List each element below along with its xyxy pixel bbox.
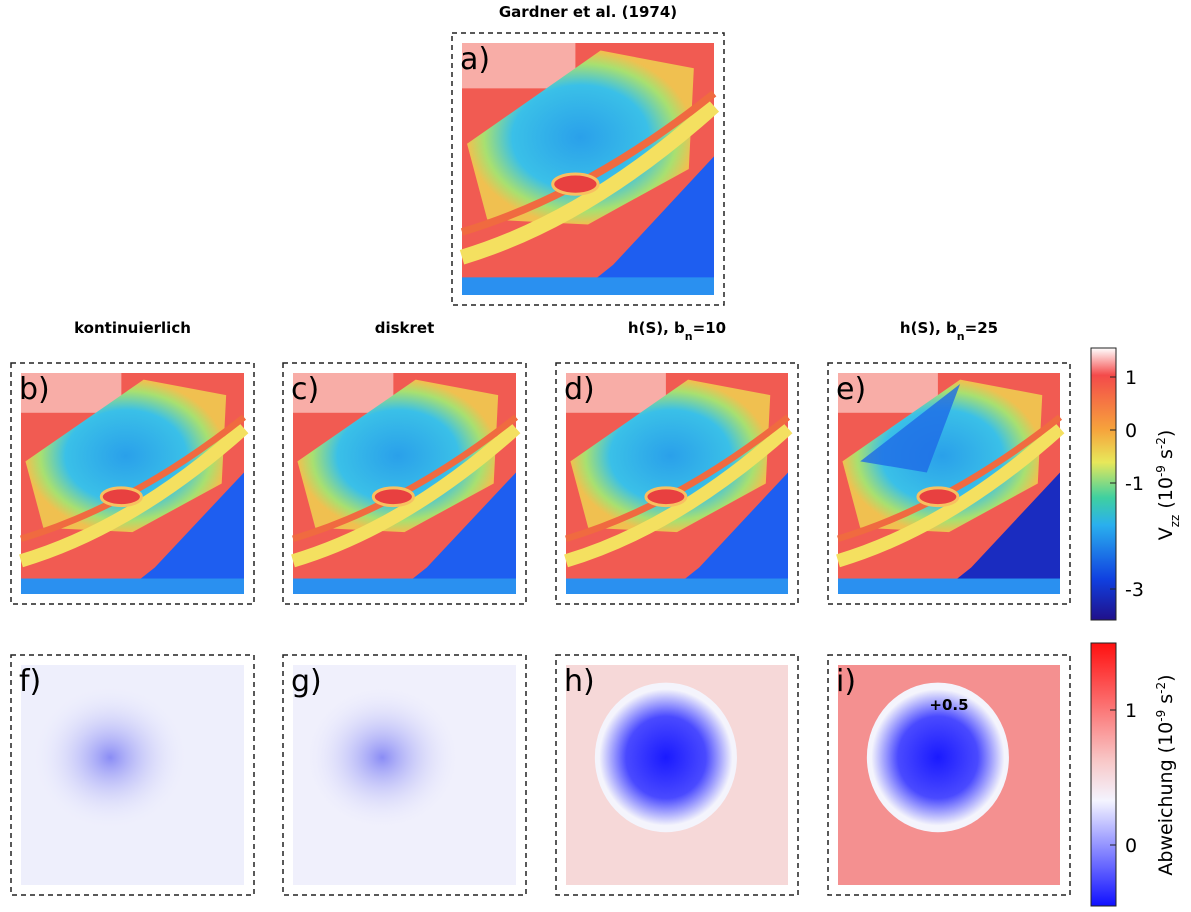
map-anomaly	[644, 486, 688, 508]
panel-letter: b)	[19, 372, 50, 407]
colorbar-tick-label: 0	[1125, 835, 1137, 857]
colorbar-tick-label: 1	[1125, 367, 1137, 389]
colorbar-label: Abweichung (10-9 s-2)	[1154, 674, 1177, 875]
map-deep	[937, 472, 1060, 594]
map-anomaly	[99, 486, 143, 508]
panel-letter: i)	[836, 664, 856, 699]
map-blob	[304, 684, 461, 831]
map-top	[293, 373, 394, 413]
panel-letter: h)	[564, 664, 595, 699]
map-band	[836, 423, 1065, 568]
map-anomaly	[551, 172, 600, 196]
label-part: -9	[1154, 465, 1168, 477]
map-deep	[575, 156, 714, 295]
map-bottom	[566, 578, 788, 594]
map-band	[19, 423, 249, 568]
map-band	[459, 100, 720, 265]
map-blob	[32, 684, 189, 831]
label-part: Abweichung (10	[1155, 722, 1177, 876]
map-deep	[665, 472, 788, 594]
panel-frame	[10, 362, 255, 605]
panel-letter: d)	[564, 372, 595, 407]
label-part: )	[1155, 430, 1177, 437]
panel-letter: g)	[291, 664, 322, 699]
map-band	[564, 423, 793, 568]
colorbar-tick-label: 1	[1125, 700, 1137, 722]
colorbar-label: Vzz (10-9 s-2)	[1154, 430, 1182, 541]
panel-frame	[555, 362, 799, 605]
panel-letter: e)	[836, 372, 866, 407]
title-part: =10	[693, 319, 726, 337]
title-part: diskret	[375, 319, 435, 337]
panel-letter: a)	[460, 42, 490, 77]
colorbar-tick-label: 0	[1125, 420, 1137, 442]
map-top	[838, 373, 938, 413]
panel-frame	[282, 362, 527, 605]
label-part: V	[1155, 527, 1177, 540]
map-bottom	[293, 578, 516, 594]
title-part: kontinuierlich	[74, 319, 191, 337]
panel-title: h(S), bn=25	[900, 319, 998, 343]
colorbar-deviation	[1090, 642, 1117, 907]
title-part: Gardner et al. (1974)	[499, 3, 677, 21]
panel-title: h(S), bn=10	[628, 319, 726, 343]
title-part: n	[957, 330, 965, 343]
panel-title: diskret	[375, 319, 435, 337]
label-part: s	[1155, 694, 1177, 710]
title-part: h(S), b	[628, 319, 685, 337]
annotation: +0.5	[929, 696, 968, 714]
panel-frame	[827, 654, 1071, 896]
label-part: -2	[1154, 437, 1168, 449]
title-part: h(S), b	[900, 319, 957, 337]
map-blob	[871, 689, 1005, 826]
map-anomaly	[371, 486, 415, 508]
map-basin	[297, 379, 499, 533]
panel-title: Gardner et al. (1974)	[499, 3, 677, 21]
colorbar-tick-label: -1	[1125, 473, 1144, 495]
panel-frame	[451, 32, 725, 306]
map-basin	[570, 379, 771, 533]
colorbar-vzz	[1090, 347, 1117, 621]
map-top	[21, 373, 122, 413]
map-bottom	[21, 578, 244, 594]
panel-letter: c)	[291, 372, 319, 407]
map-basin	[842, 379, 1043, 533]
map-dark	[860, 384, 961, 473]
label-part: zz	[1168, 515, 1182, 528]
panel-frame	[282, 654, 527, 896]
label-part: s	[1155, 449, 1177, 465]
panel-frame	[555, 654, 799, 896]
label-part: -2	[1154, 682, 1168, 694]
map-anomaly	[916, 486, 960, 508]
map-bottom	[462, 277, 714, 295]
map-blob	[599, 689, 733, 826]
map-basin	[467, 50, 694, 225]
panel-frame	[827, 362, 1071, 605]
title-part: n	[685, 330, 693, 343]
colorbar-tick-label: -3	[1125, 579, 1144, 601]
panel-letter: f)	[19, 664, 41, 699]
map-deep	[393, 472, 516, 594]
map-top	[462, 43, 576, 89]
map-deep	[121, 472, 244, 594]
map-band	[291, 423, 521, 568]
title-part: =25	[965, 319, 998, 337]
label-part: )	[1155, 674, 1177, 681]
map-top	[566, 373, 666, 413]
label-part: (10	[1155, 477, 1177, 515]
map-basin	[25, 379, 227, 533]
panel-frame	[10, 654, 255, 896]
panel-title: kontinuierlich	[74, 319, 191, 337]
label-part: -9	[1154, 710, 1168, 722]
map-bottom	[838, 578, 1060, 594]
